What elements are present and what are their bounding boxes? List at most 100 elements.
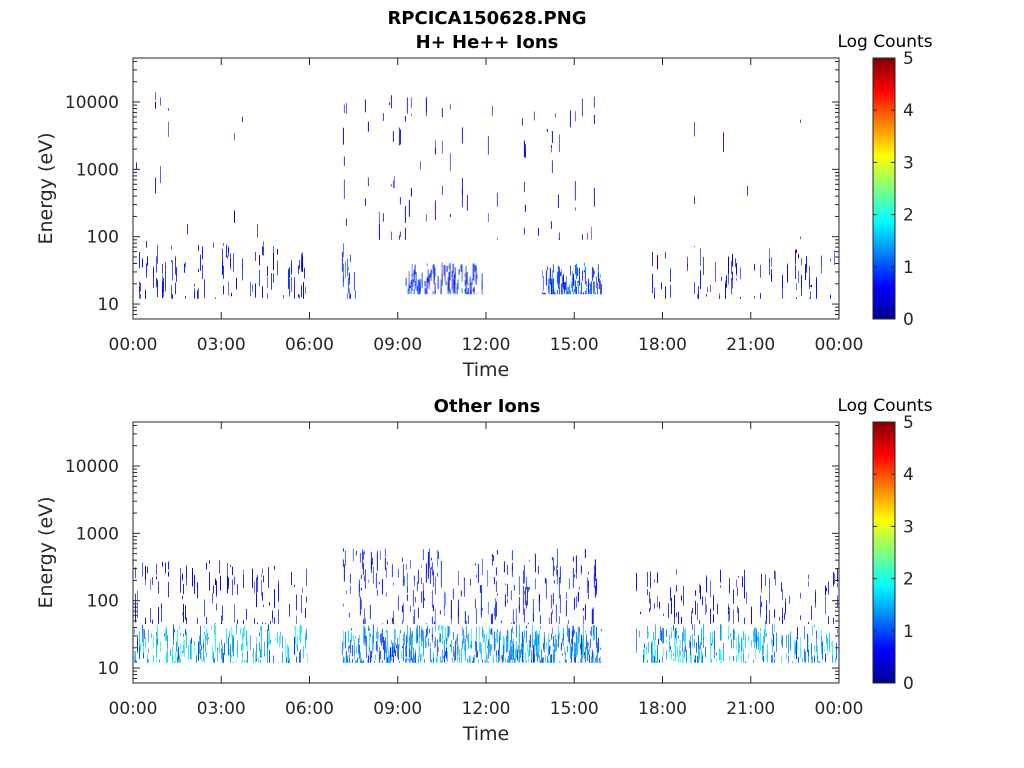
data-cell bbox=[263, 241, 264, 250]
data-cell bbox=[142, 632, 143, 643]
colorbar-tick-label: 5 bbox=[903, 49, 914, 69]
data-cell bbox=[187, 224, 188, 235]
data-cell bbox=[348, 658, 350, 663]
colorbar-tick-label: 4 bbox=[903, 465, 914, 485]
data-cell bbox=[760, 634, 761, 652]
data-cell bbox=[523, 591, 525, 595]
data-cell bbox=[402, 580, 404, 587]
data-cell bbox=[743, 653, 744, 663]
data-cell bbox=[531, 624, 533, 636]
data-cell bbox=[584, 267, 586, 273]
data-cell bbox=[297, 634, 298, 648]
data-cell bbox=[165, 660, 166, 663]
data-cell bbox=[732, 271, 733, 289]
data-cell bbox=[367, 177, 369, 187]
data-cell bbox=[824, 645, 825, 652]
data-cell bbox=[808, 649, 809, 656]
data-cell bbox=[301, 285, 302, 297]
data-cell bbox=[410, 280, 412, 293]
data-cell bbox=[523, 227, 525, 235]
data-cell bbox=[810, 291, 811, 299]
data-cell bbox=[362, 562, 364, 575]
data-cell bbox=[228, 247, 229, 254]
data-cell bbox=[180, 658, 181, 663]
y-tick-label: 1000 bbox=[76, 160, 119, 180]
data-cell bbox=[518, 624, 520, 644]
data-cell bbox=[591, 649, 593, 655]
data-cell bbox=[498, 643, 500, 662]
data-cell bbox=[735, 258, 736, 268]
data-cell bbox=[551, 556, 553, 561]
data-cell bbox=[244, 660, 245, 663]
data-cell bbox=[182, 612, 183, 616]
data-cell bbox=[815, 589, 816, 608]
data-cell bbox=[413, 272, 415, 277]
data-cell bbox=[363, 634, 365, 646]
data-cell bbox=[800, 615, 801, 620]
data-cell bbox=[811, 661, 812, 663]
data-cell bbox=[716, 652, 717, 656]
data-cell bbox=[496, 550, 498, 555]
data-cell bbox=[593, 281, 595, 294]
data-cell bbox=[833, 617, 834, 624]
data-cell bbox=[742, 576, 743, 588]
data-cell bbox=[760, 604, 761, 618]
data-cell bbox=[447, 286, 449, 295]
data-cell bbox=[552, 649, 554, 659]
data-cell bbox=[214, 624, 215, 635]
data-cell bbox=[596, 642, 598, 654]
data-cell bbox=[571, 284, 573, 292]
data-cell bbox=[550, 659, 552, 663]
data-cell bbox=[425, 214, 427, 222]
data-cell bbox=[305, 632, 306, 648]
data-cell bbox=[532, 613, 534, 622]
data-cell bbox=[537, 228, 539, 236]
data-cell bbox=[415, 662, 417, 663]
data-cell bbox=[822, 641, 823, 660]
data-cell bbox=[559, 662, 561, 663]
data-cell bbox=[814, 655, 815, 663]
data-cell bbox=[785, 598, 786, 615]
data-cell bbox=[512, 609, 514, 624]
data-cell bbox=[395, 645, 397, 649]
data-cell bbox=[502, 645, 504, 662]
data-cell bbox=[584, 267, 586, 285]
data-cell bbox=[296, 594, 297, 611]
data-cell bbox=[754, 295, 755, 299]
data-cell bbox=[175, 257, 176, 275]
data-cell bbox=[386, 657, 388, 663]
data-cell bbox=[573, 278, 575, 285]
data-cell bbox=[569, 290, 571, 295]
data-cell bbox=[578, 273, 580, 277]
data-cell bbox=[837, 629, 838, 634]
data-cell bbox=[490, 614, 492, 625]
data-cell bbox=[185, 296, 186, 299]
data-cell bbox=[424, 287, 426, 295]
data-cell bbox=[449, 262, 451, 281]
data-cell bbox=[525, 660, 527, 663]
data-cell bbox=[537, 634, 539, 645]
data-cell bbox=[413, 655, 415, 663]
data-cell bbox=[201, 652, 202, 662]
data-cell bbox=[575, 631, 577, 646]
data-cell bbox=[404, 205, 406, 223]
data-cell bbox=[537, 653, 539, 658]
data-cell bbox=[470, 290, 472, 295]
data-cell bbox=[661, 630, 662, 642]
data-cell bbox=[766, 605, 767, 611]
data-cell bbox=[391, 564, 393, 578]
data-cell bbox=[183, 603, 184, 623]
data-cell bbox=[808, 581, 809, 587]
data-cell bbox=[769, 610, 770, 625]
data-cell bbox=[142, 562, 143, 577]
data-cell bbox=[410, 292, 412, 295]
data-cell bbox=[465, 277, 467, 295]
data-cell bbox=[351, 645, 353, 657]
data-cell bbox=[342, 559, 344, 567]
data-cell bbox=[684, 629, 685, 644]
data-cell bbox=[816, 297, 817, 299]
data-cell bbox=[378, 582, 380, 585]
data-cell bbox=[517, 655, 519, 663]
colorbar-tick-label: 3 bbox=[903, 517, 914, 537]
data-cell bbox=[267, 277, 268, 288]
